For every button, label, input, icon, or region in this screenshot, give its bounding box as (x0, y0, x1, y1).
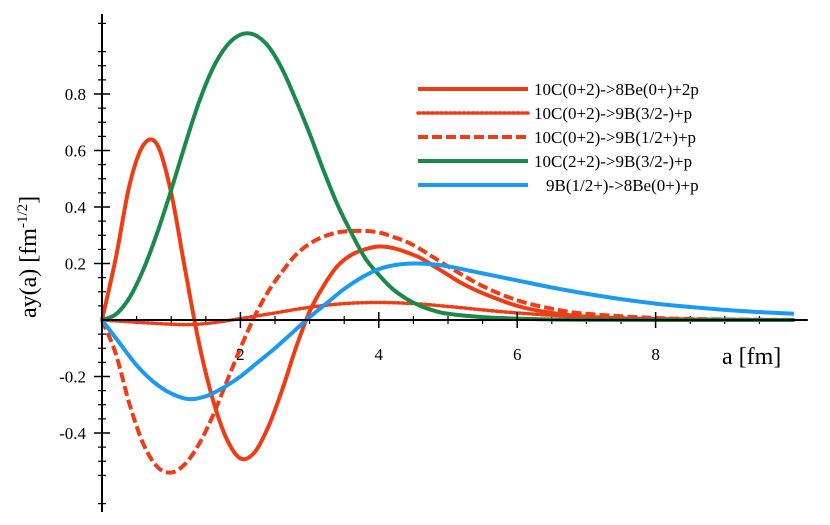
y-axis-title-exponent: -1/2 (15, 204, 31, 228)
legend-label-1: 10C(0+2)->8Be(0+)+2p (534, 80, 699, 99)
y-axis-title: ay(a) [fm-1/2] (15, 196, 42, 318)
y-tick-label: -0.4 (59, 424, 86, 443)
x-tick-label: 4 (375, 345, 384, 364)
y-tick-label: -0.2 (59, 368, 86, 387)
y-ticks: 0.8 0.6 0.4 0.2 -0.2 -0.4 (59, 85, 110, 443)
x-ticks: 2 4 6 8 (236, 312, 660, 364)
y-tick-label: 0.8 (65, 85, 86, 104)
legend-label-3: 10C(0+2)->9B(1/2+)+p (534, 128, 696, 147)
legend-label-4: 10C(2+2)->9B(3/2-)+p (534, 152, 692, 171)
series-line-3 (100, 228, 795, 475)
y-tick-label: 0.4 (65, 198, 87, 217)
y-tick-label: 0.6 (65, 142, 86, 161)
x-axis-title: a [fm] (722, 344, 781, 370)
x-tick-label: 2 (236, 345, 245, 364)
curves (100, 31, 796, 475)
legend: 10C(0+2)->8Be(0+)+2p 10C(0+2)->9B(3/2-)+p… (416, 80, 699, 195)
y-axis-title-close: ] (16, 196, 42, 204)
legend-label-5: 9B(1/2+)->8Be(0+)+p (546, 176, 699, 195)
series-line-4 (101, 31, 795, 323)
legend-label-2: 10C(0+2)->9B(3/2-)+p (534, 104, 692, 123)
series-line-5 (100, 261, 795, 402)
x-tick-label: 6 (513, 345, 522, 364)
series-line-2 (100, 300, 796, 327)
x-tick-label: 8 (651, 345, 660, 364)
y-tick-label: 0.2 (65, 255, 86, 274)
y-axis-title-main: ay(a) [fm (16, 228, 42, 318)
series-line-1 (100, 137, 795, 462)
